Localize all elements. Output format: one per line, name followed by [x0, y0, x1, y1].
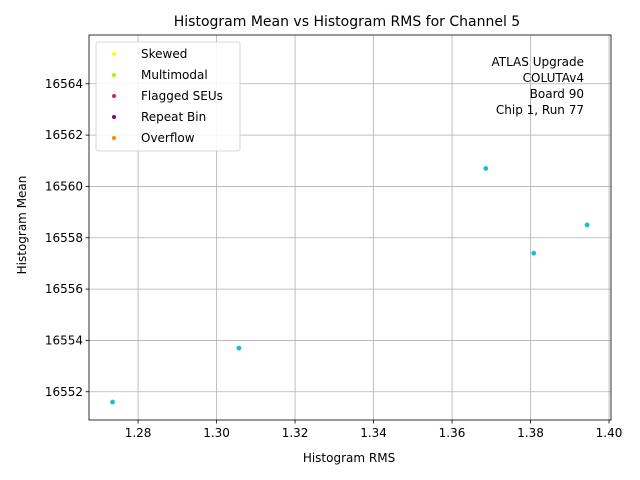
annotation-line: ATLAS Upgrade	[491, 55, 584, 69]
annotation-line: COLUTAv4	[523, 71, 584, 85]
legend-marker	[112, 115, 116, 119]
legend-marker	[112, 52, 116, 56]
data-point	[110, 399, 115, 405]
y-axis-ticks: 16552 16554 16556 16558 16560 16562 16564	[45, 77, 89, 399]
x-tick-label: 1.32	[282, 426, 309, 440]
y-tick-label: 16552	[45, 385, 83, 399]
data-point	[483, 166, 489, 171]
y-tick-label: 16556	[45, 282, 83, 296]
legend-label: Multimodal	[141, 68, 208, 82]
y-tick-label: 16562	[45, 128, 83, 142]
legend-label: Flagged SEUs	[141, 89, 223, 103]
data-point	[531, 250, 537, 256]
x-axis-ticks: 1.28 1.30 1.32 1.34 1.36 1.38 1.40	[125, 420, 623, 440]
legend-marker	[112, 94, 116, 98]
x-tick-label: 1.40	[596, 426, 623, 440]
plot-area	[88, 34, 612, 421]
data-point	[584, 222, 590, 228]
legend-label: Skewed	[141, 47, 187, 61]
data-point	[236, 345, 242, 351]
x-tick-label: 1.34	[360, 426, 387, 440]
chart-title: Histogram Mean vs Histogram RMS for Chan…	[174, 14, 520, 30]
annotation-line: Chip 1, Run 77	[496, 103, 584, 117]
y-tick-label: 16558	[45, 231, 83, 245]
annotation-box: ATLAS Upgrade COLUTAv4 Board 90 Chip 1, Run…	[491, 55, 584, 117]
x-tick-label: 1.38	[517, 426, 544, 440]
legend: Skewed Multimodal Flagged SEUs Repeat Bin Ov…	[95, 41, 241, 152]
data-points	[110, 166, 590, 405]
y-axis-label: Histogram Mean	[15, 176, 29, 275]
legend-label: Repeat Bin	[141, 110, 206, 124]
legend-marker	[112, 73, 116, 77]
annotation-line: Board 90	[530, 87, 584, 101]
legend-marker	[112, 136, 116, 140]
x-axis-label: Histogram RMS	[303, 451, 395, 465]
grid-lines	[89, 35, 611, 420]
x-tick-label: 1.36	[439, 426, 466, 440]
legend-frame	[95, 41, 241, 152]
y-tick-label: 16554	[45, 333, 83, 347]
y-tick-label: 16564	[45, 77, 83, 91]
x-tick-label: 1.28	[125, 426, 152, 440]
x-tick-label: 1.30	[203, 426, 230, 440]
y-tick-label: 16560	[45, 179, 83, 193]
legend-label: Overflow	[141, 131, 195, 145]
